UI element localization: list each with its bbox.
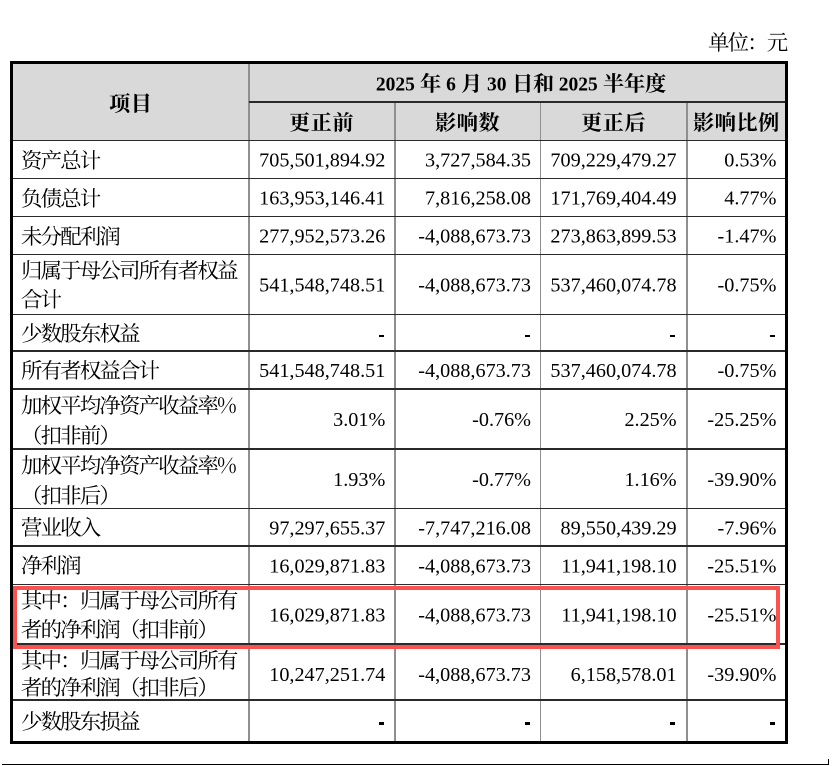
svg-text:7,816,258.08: 7,816,258.08	[425, 188, 531, 210]
svg-text:-25.25%: -25.25%	[707, 409, 776, 431]
svg-text:11,941,198.10: 11,941,198.10	[561, 555, 676, 577]
svg-text:541,548,748.51: 541,548,748.51	[259, 275, 385, 297]
svg-text:-1.47%: -1.47%	[718, 226, 777, 248]
svg-text:-25.51%: -25.51%	[707, 605, 776, 627]
svg-text:10,247,251.74: 10,247,251.74	[269, 664, 385, 686]
svg-text:89,550,439.29: 89,550,439.29	[561, 517, 677, 539]
svg-text:171,769,404.49: 171,769,404.49	[550, 188, 676, 210]
svg-text:-4,088,673.73: -4,088,673.73	[418, 664, 531, 686]
svg-text:541,548,748.51: 541,548,748.51	[259, 360, 385, 382]
svg-text:-0.76%: -0.76%	[472, 409, 531, 431]
svg-text:-4,088,673.73: -4,088,673.73	[418, 360, 531, 382]
svg-text:30: 30	[487, 75, 507, 96]
svg-text:-0.77%: -0.77%	[472, 469, 531, 491]
svg-text:705,501,894.92: 705,501,894.92	[259, 150, 385, 172]
svg-text:-0.75%: -0.75%	[718, 275, 777, 297]
svg-text:-25.51%: -25.51%	[707, 555, 776, 577]
svg-text:709,229,479.27: 709,229,479.27	[550, 150, 676, 172]
svg-text:537,460,074.78: 537,460,074.78	[550, 360, 676, 382]
svg-text:-7,747,216.08: -7,747,216.08	[418, 517, 531, 539]
svg-text:3.01%: 3.01%	[333, 409, 385, 431]
svg-text:1.16%: 1.16%	[624, 469, 676, 491]
svg-text:2025: 2025	[559, 75, 598, 96]
svg-text:4.77%: 4.77%	[724, 188, 776, 210]
svg-text:6,158,578.01: 6,158,578.01	[571, 664, 677, 686]
svg-text:-0.75%: -0.75%	[718, 360, 777, 382]
svg-text:537,460,074.78: 537,460,074.78	[550, 275, 676, 297]
svg-text:-4,088,673.73: -4,088,673.73	[418, 605, 531, 627]
svg-text:-7.96%: -7.96%	[718, 517, 777, 539]
svg-text:16,029,871.83: 16,029,871.83	[269, 605, 385, 627]
svg-text:1.93%: 1.93%	[333, 469, 385, 491]
svg-text:-4,088,673.73: -4,088,673.73	[418, 226, 531, 248]
svg-text:-39.90%: -39.90%	[707, 664, 776, 686]
svg-text:2.25%: 2.25%	[624, 409, 676, 431]
svg-text:97,297,655.37: 97,297,655.37	[269, 517, 385, 539]
svg-text:2025: 2025	[376, 75, 415, 96]
svg-text:11,941,198.10: 11,941,198.10	[561, 605, 676, 627]
svg-text:277,952,573.26: 277,952,573.26	[259, 226, 385, 248]
svg-text:273,863,899.53: 273,863,899.53	[550, 226, 676, 248]
svg-text:6: 6	[446, 75, 456, 96]
svg-text:-4,088,673.73: -4,088,673.73	[418, 555, 531, 577]
svg-text:-4,088,673.73: -4,088,673.73	[418, 275, 531, 297]
svg-text:3,727,584.35: 3,727,584.35	[425, 150, 531, 172]
svg-text:-39.90%: -39.90%	[707, 469, 776, 491]
svg-text:16,029,871.83: 16,029,871.83	[269, 555, 385, 577]
svg-text:163,953,146.41: 163,953,146.41	[259, 188, 385, 210]
svg-text:0.53%: 0.53%	[724, 150, 776, 172]
